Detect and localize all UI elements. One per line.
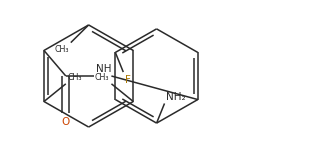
Text: CH₃: CH₃ <box>95 73 109 82</box>
Text: CH₃: CH₃ <box>54 45 69 54</box>
Text: NH₂: NH₂ <box>166 92 186 101</box>
Text: CH₃: CH₃ <box>68 73 82 82</box>
Text: F: F <box>125 75 131 85</box>
Text: NH: NH <box>96 64 111 74</box>
Text: O: O <box>62 117 70 127</box>
